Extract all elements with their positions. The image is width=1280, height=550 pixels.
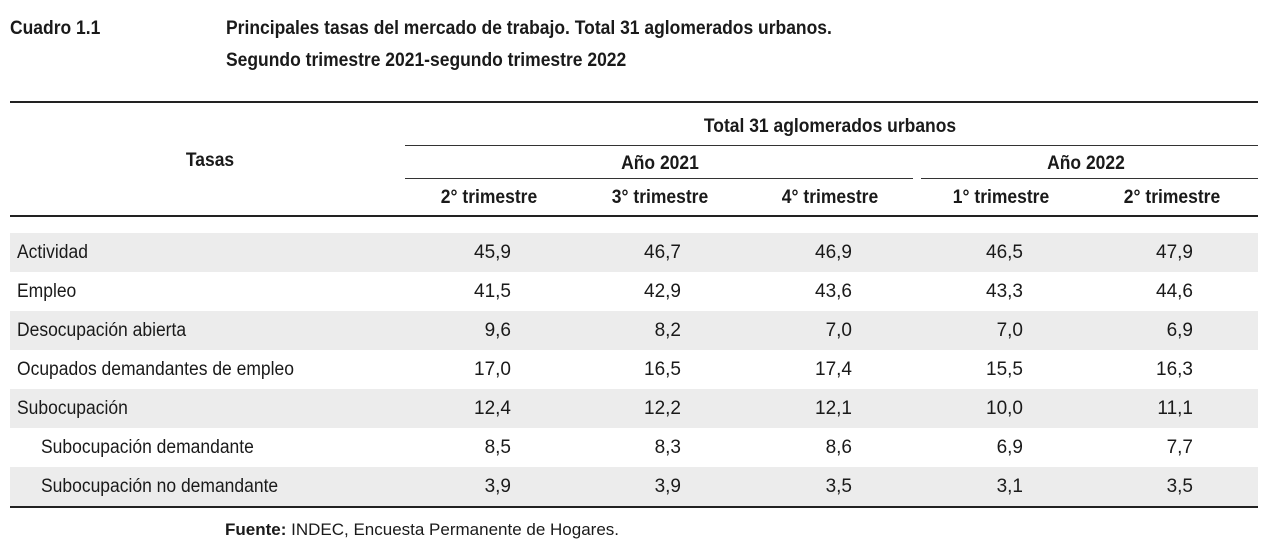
table-number: Cuadro 1.1 [10, 18, 101, 39]
table-cell: 11,1 [1157, 398, 1193, 419]
spanner-rule [405, 145, 1258, 146]
table-row [10, 311, 1258, 350]
table-cell: 46,5 [986, 242, 1023, 263]
table-row [10, 467, 1258, 506]
table-cell: 17,0 [474, 359, 511, 380]
year-group-2021: Año 2021 [621, 153, 699, 174]
table-cell: 12,1 [815, 398, 852, 419]
row-label: Subocupación no demandante [41, 476, 279, 497]
column-header: 2° trimestre [1123, 187, 1221, 208]
table-top-rule [10, 101, 1258, 103]
table-cell: 16,5 [644, 359, 681, 380]
table-cell: 43,3 [986, 281, 1023, 302]
table-cell: 43,6 [815, 281, 852, 302]
table-cell: 8,5 [484, 437, 511, 458]
table-cell: 16,3 [1156, 359, 1193, 380]
table-row [10, 389, 1258, 428]
table-cell: 12,4 [474, 398, 511, 419]
row-label: Ocupados demandantes de empleo [17, 359, 294, 380]
row-label: Empleo [17, 281, 77, 302]
column-header: 1° trimestre [952, 187, 1050, 208]
table-cell: 8,6 [825, 437, 852, 458]
table-cell: 45,9 [474, 242, 511, 263]
table-cell: 12,2 [644, 398, 681, 419]
table-cell: 42,9 [644, 281, 681, 302]
row-label: Subocupación demandante [41, 437, 254, 458]
table-cell: 6,9 [996, 437, 1023, 458]
table-cell: 17,4 [815, 359, 852, 380]
column-header: 4° trimestre [781, 187, 879, 208]
table-cell: 41,5 [474, 281, 511, 302]
table-row [10, 233, 1258, 272]
table-cell: 3,9 [654, 476, 681, 497]
table-cell: 47,9 [1156, 242, 1193, 263]
table-title-line-2: Segundo trimestre 2021-segundo trimestre… [226, 50, 627, 71]
table-cell: 44,6 [1156, 281, 1193, 302]
table-cell: 3,9 [484, 476, 511, 497]
table-cell: 3,5 [825, 476, 852, 497]
header-bottom-rule [10, 215, 1258, 217]
year-group-2022: Año 2022 [1047, 153, 1125, 174]
table-cell: 7,7 [1166, 437, 1193, 458]
table-cell: 10,0 [986, 398, 1023, 419]
table-cell: 46,7 [644, 242, 681, 263]
table-cell: 6,9 [1166, 320, 1193, 341]
table-title-line-1: Principales tasas del mercado de trabajo… [226, 18, 832, 39]
table-cell: 8,2 [654, 320, 681, 341]
table-cell: 3,1 [996, 476, 1023, 497]
source-note: Fuente: INDEC, Encuesta Permanente de Ho… [225, 520, 619, 540]
spanner-header: Total 31 aglomerados urbanos [703, 116, 957, 137]
year-2021-rule [405, 178, 913, 179]
stub-header: Tasas [185, 150, 235, 171]
column-header: 3° trimestre [611, 187, 709, 208]
row-label: Actividad [17, 242, 88, 263]
table-bottom-rule [10, 506, 1258, 508]
table-cell: 7,0 [996, 320, 1023, 341]
table-cell: 8,3 [654, 437, 681, 458]
table-cell: 3,5 [1166, 476, 1193, 497]
source-prefix: Fuente: [225, 520, 287, 539]
column-header: 2° trimestre [440, 187, 538, 208]
row-label: Subocupación [17, 398, 128, 419]
table-cell: 9,6 [484, 320, 511, 341]
source-text: INDEC, Encuesta Permanente de Hogares. [286, 520, 620, 539]
year-2022-rule [921, 178, 1258, 179]
table-cell: 46,9 [815, 242, 852, 263]
table-cell: 15,5 [986, 359, 1023, 380]
table-cell: 7,0 [825, 320, 852, 341]
row-label: Desocupación abierta [17, 320, 187, 341]
